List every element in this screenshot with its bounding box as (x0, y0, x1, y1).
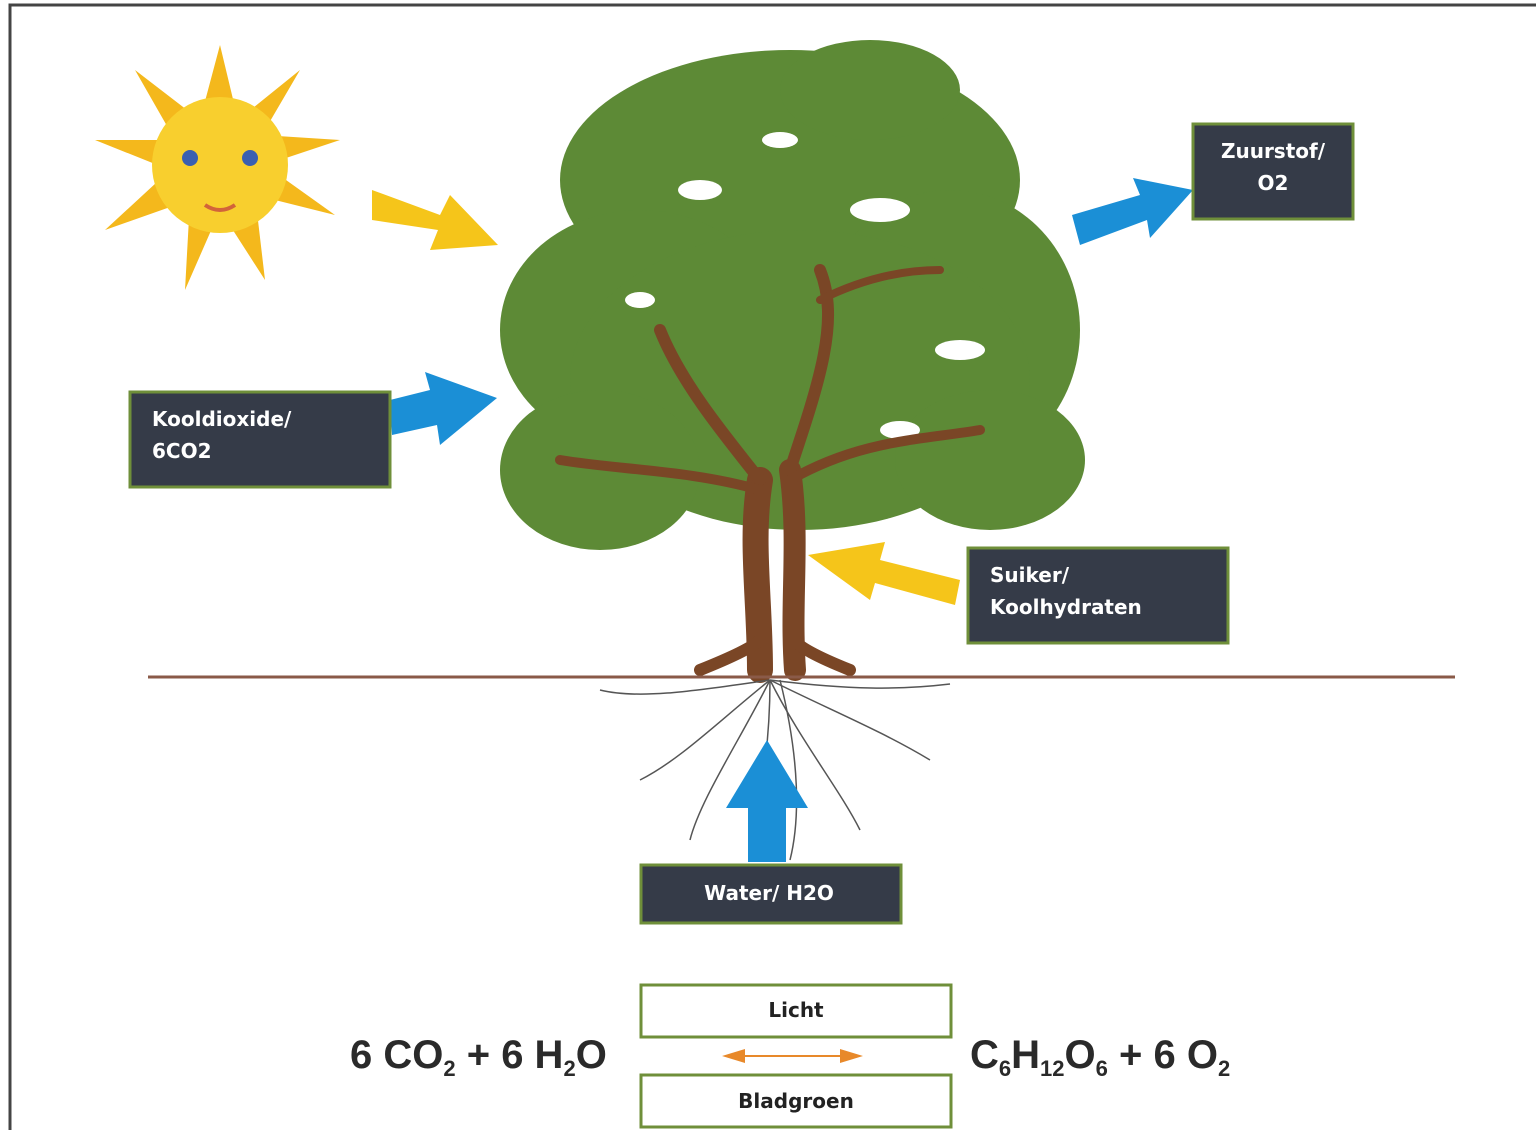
label-text: Suiker/ (990, 563, 1070, 587)
page: Zuurstof/ O2 Kooldioxide/ 6CO2 Suiker/ K… (0, 0, 1536, 1130)
arrow-co2 (390, 372, 497, 445)
label-text: Zuurstof/ (1221, 139, 1326, 163)
label-text: Koolhydraten (990, 595, 1142, 619)
eq-sub: 2 (443, 1056, 455, 1081)
eq-sub: 6 (999, 1056, 1011, 1081)
eq-sub: 2 (563, 1056, 575, 1081)
reaction-arrow (722, 1049, 863, 1063)
eq-sub: 2 (1218, 1056, 1230, 1081)
arrow-light (372, 190, 498, 250)
label-text: O2 (1258, 171, 1289, 195)
label-text: Water/ H2O (704, 881, 834, 905)
arrow-o2 (1072, 178, 1193, 245)
arrow-water (726, 740, 808, 862)
equation-left: 6 CO2 + 6 H2O (350, 1033, 607, 1081)
eq-part: O (576, 1033, 607, 1077)
arrow-sugar (808, 542, 960, 605)
eq-part: C (970, 1033, 999, 1077)
sun (95, 45, 340, 290)
label-text: 6CO2 (152, 439, 212, 463)
diagram: Zuurstof/ O2 Kooldioxide/ 6CO2 Suiker/ K… (0, 0, 1536, 1130)
eq-part: 6 CO (350, 1033, 443, 1077)
eq-part: + 6 O (1108, 1033, 1218, 1077)
condition-text: Bladgroen (738, 1089, 854, 1113)
condition-text: Licht (768, 998, 824, 1022)
equation-right: C6H12O6 + 6 O2 (970, 1033, 1230, 1081)
label-text: Kooldioxide/ (152, 407, 292, 431)
eq-sub: 12 (1040, 1056, 1064, 1081)
eq-part: H (1011, 1033, 1040, 1077)
eq-part: + 6 H (456, 1033, 564, 1077)
eq-sub: 6 (1096, 1056, 1108, 1081)
eq-part: O (1065, 1033, 1096, 1077)
